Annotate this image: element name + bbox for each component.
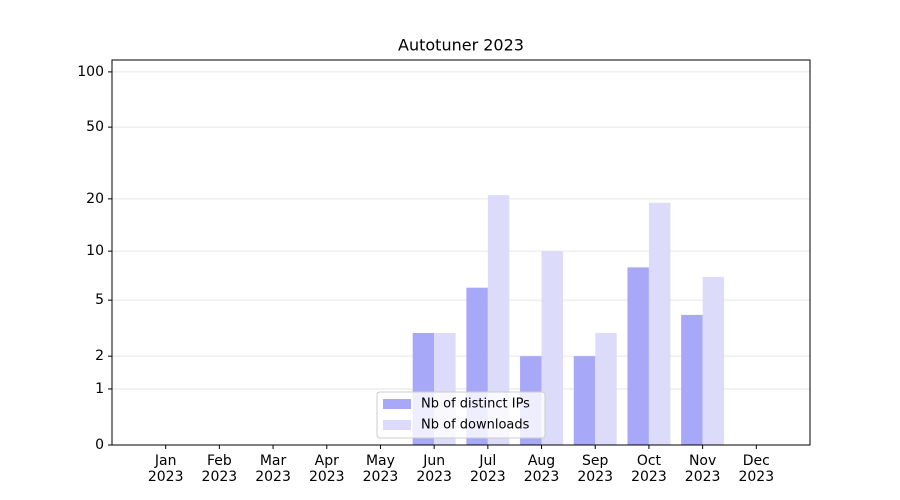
y-tick-label: 50 (86, 119, 104, 135)
y-tick-label: 2 (95, 348, 104, 364)
bar (573, 356, 596, 445)
y-tick-label: 0 (95, 437, 104, 453)
legend-swatch (383, 420, 411, 430)
legend-label: Nb of distinct IPs (421, 397, 530, 412)
bar (487, 195, 510, 445)
x-tick-label: Oct 2023 (631, 453, 667, 485)
y-tick-label: 10 (86, 243, 104, 259)
y-tick-label: 100 (77, 64, 104, 80)
legend: Nb of distinct IPs Nb of downloads (376, 391, 546, 439)
legend-swatch (383, 399, 411, 409)
bar (541, 251, 564, 445)
x-tick-label: Jun 2023 (416, 453, 452, 485)
x-tick-label: Aug 2023 (523, 453, 560, 485)
bar (595, 332, 617, 445)
y-tick-label: 20 (86, 191, 104, 207)
bar (648, 202, 671, 445)
x-tick-label: Nov 2023 (684, 453, 721, 485)
x-tick-label: Feb 2023 (201, 453, 238, 485)
x-tick-label: Jul 2023 (470, 453, 506, 485)
x-tick-label: Jan 2023 (147, 453, 184, 485)
x-tick-label: Dec 2023 (738, 453, 775, 485)
legend-box (376, 391, 546, 439)
legend-label: Nb of downloads (421, 418, 530, 433)
bar (627, 267, 649, 445)
plot-frame (111, 59, 811, 446)
x-tick-label: May 2023 (362, 453, 399, 485)
x-tick-label: Mar 2023 (255, 453, 291, 485)
bar (702, 276, 725, 445)
y-tick-label: 1 (95, 381, 104, 397)
chart-title: Autotuner 2023 (398, 36, 524, 55)
y-tick-label: 5 (95, 292, 104, 308)
x-tick-label: Apr 2023 (308, 453, 345, 485)
bar (681, 314, 703, 445)
x-tick-label: Sep 2023 (577, 453, 614, 485)
